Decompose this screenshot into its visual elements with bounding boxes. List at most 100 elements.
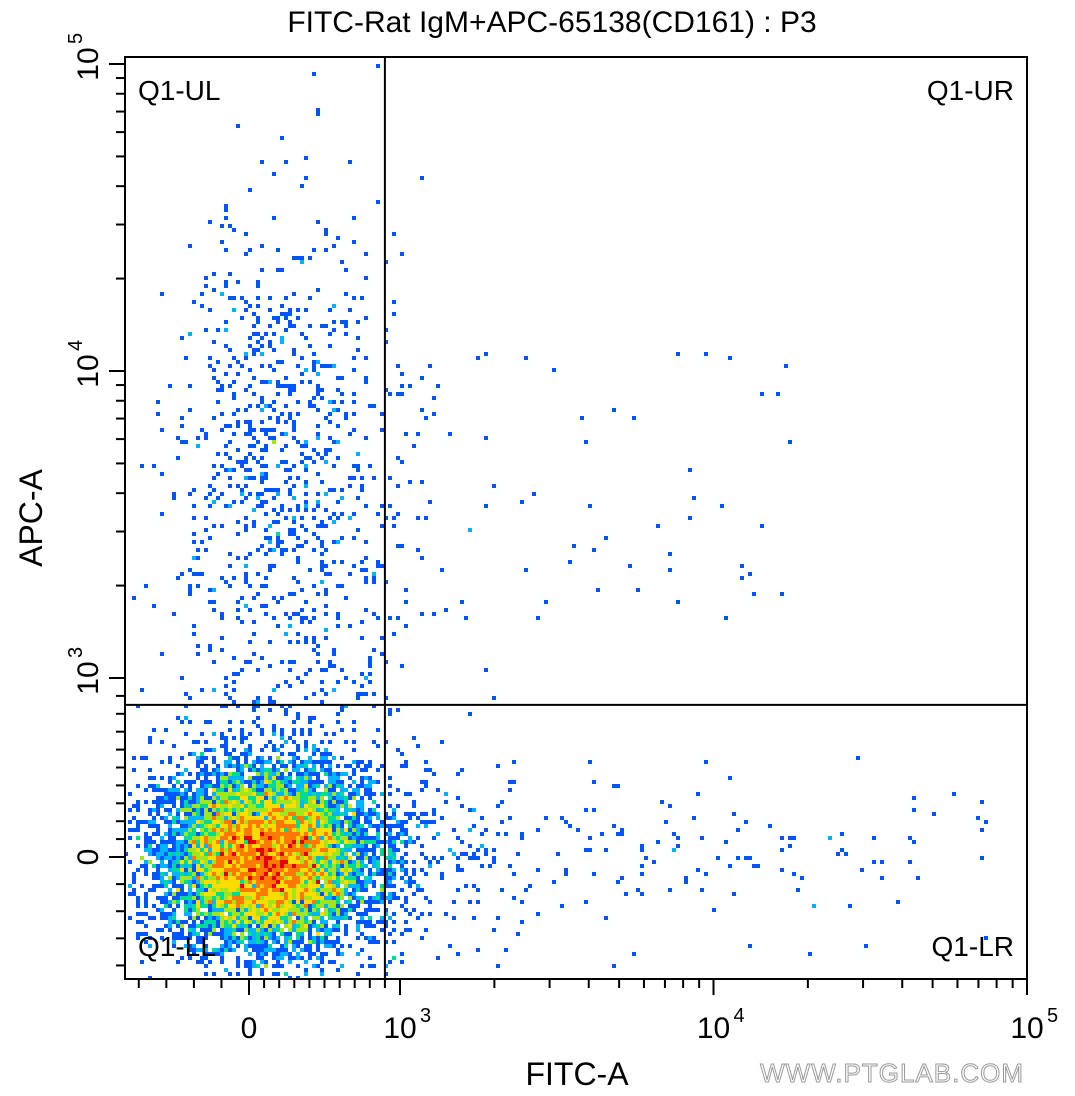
- event-dot: [392, 812, 396, 816]
- event-dot: [204, 792, 208, 796]
- event-dot: [360, 868, 364, 872]
- event-dot: [324, 800, 328, 804]
- event-dot: [328, 824, 332, 828]
- event-dot: [176, 852, 180, 856]
- event-dot: [404, 792, 408, 796]
- event-dot: [400, 888, 404, 892]
- event-dot: [288, 476, 292, 480]
- event-dot: [456, 796, 460, 800]
- event-dot: [224, 928, 228, 932]
- event-dot: [176, 888, 180, 892]
- event-dot: [264, 936, 268, 940]
- event-dot: [184, 780, 188, 784]
- event-dot: [368, 780, 372, 784]
- event-dot: [432, 856, 436, 860]
- event-dot: [168, 760, 172, 764]
- event-dot: [268, 792, 272, 796]
- event-dot: [256, 404, 260, 408]
- event-dot: [672, 848, 676, 852]
- event-dot: [336, 440, 340, 444]
- event-dot: [136, 868, 140, 872]
- event-dot: [592, 780, 596, 784]
- event-dot: [164, 892, 168, 896]
- event-dot: [264, 776, 268, 780]
- event-dot: [352, 780, 356, 784]
- event-dot: [336, 612, 340, 616]
- event-dot: [280, 804, 284, 808]
- event-dot: [404, 828, 408, 832]
- event-dot: [244, 888, 248, 892]
- event-dot: [252, 816, 256, 820]
- event-dot: [228, 856, 232, 860]
- event-dot: [272, 932, 276, 936]
- event-dot: [184, 912, 188, 916]
- event-dot: [216, 496, 220, 500]
- event-dot: [316, 964, 320, 968]
- event-dot: [196, 436, 200, 440]
- event-dot: [336, 812, 340, 816]
- event-dot: [356, 468, 360, 472]
- event-dot: [316, 784, 320, 788]
- event-dot: [312, 848, 316, 852]
- event-dot: [304, 640, 308, 644]
- event-dot: [412, 880, 416, 884]
- event-dot: [248, 920, 252, 924]
- event-dot: [200, 848, 204, 852]
- event-dot: [440, 856, 444, 860]
- event-dot: [896, 900, 900, 904]
- event-dot: [156, 804, 160, 808]
- event-dot: [184, 900, 188, 904]
- event-dot: [328, 364, 332, 368]
- event-dot: [200, 752, 204, 756]
- event-dot: [232, 880, 236, 884]
- event-dot: [328, 840, 332, 844]
- event-dot: [236, 908, 240, 912]
- event-dot: [352, 536, 356, 540]
- event-dot: [228, 820, 232, 824]
- event-dot: [224, 704, 228, 708]
- event-dot: [232, 860, 236, 864]
- event-dot: [300, 820, 304, 824]
- event-dot: [184, 920, 188, 924]
- event-dot: [196, 864, 200, 868]
- event-dot: [300, 872, 304, 876]
- event-dot: [192, 300, 196, 304]
- event-dot: [240, 900, 244, 904]
- event-dot: [260, 380, 264, 384]
- event-dot: [392, 844, 396, 848]
- event-dot: [356, 900, 360, 904]
- event-dot: [752, 592, 756, 596]
- event-dot: [268, 548, 272, 552]
- event-dot: [288, 528, 292, 532]
- event-dot: [252, 904, 256, 908]
- event-dot: [316, 792, 320, 796]
- event-dot: [232, 936, 236, 940]
- event-dot: [328, 904, 332, 908]
- event-dot: [168, 788, 172, 792]
- event-dot: [328, 856, 332, 860]
- event-dot: [372, 576, 376, 580]
- event-dot: [284, 816, 288, 820]
- event-dot: [484, 668, 488, 672]
- event-dot: [288, 852, 292, 856]
- event-dot: [172, 856, 176, 860]
- event-dot: [260, 788, 264, 792]
- event-dot: [288, 788, 292, 792]
- event-dot: [320, 900, 324, 904]
- event-dot: [524, 888, 528, 892]
- event-dot: [136, 808, 140, 812]
- event-dot: [316, 940, 320, 944]
- event-dot: [300, 184, 304, 188]
- event-dot: [272, 916, 276, 920]
- event-dot: [248, 188, 252, 192]
- event-dot: [188, 928, 192, 932]
- event-dot: [300, 800, 304, 804]
- event-dot: [256, 836, 260, 840]
- event-dot: [456, 856, 460, 860]
- event-dot: [340, 792, 344, 796]
- event-dot: [344, 876, 348, 880]
- event-dot: [188, 720, 192, 724]
- event-dot: [284, 768, 288, 772]
- event-dot: [256, 704, 260, 708]
- event-dot: [344, 332, 348, 336]
